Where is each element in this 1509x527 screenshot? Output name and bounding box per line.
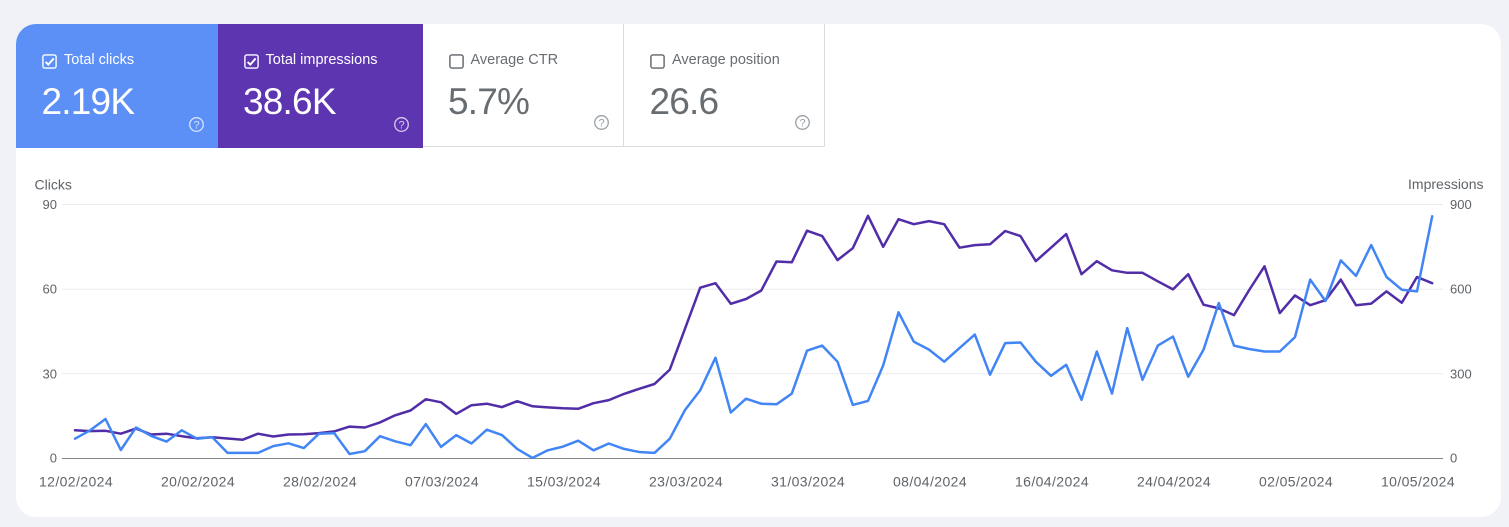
svg-text:10/05/2024: 10/05/2024 bbox=[1381, 474, 1455, 490]
svg-text:?: ? bbox=[193, 119, 199, 131]
svg-text:900: 900 bbox=[1450, 197, 1472, 212]
svg-text:28/02/2024: 28/02/2024 bbox=[283, 474, 357, 490]
svg-text:0: 0 bbox=[50, 451, 57, 466]
svg-text:20/02/2024: 20/02/2024 bbox=[161, 474, 235, 490]
svg-text:?: ? bbox=[599, 117, 605, 129]
svg-text:?: ? bbox=[398, 119, 404, 131]
svg-text:Clicks: Clicks bbox=[35, 177, 72, 193]
svg-text:23/03/2024: 23/03/2024 bbox=[649, 474, 723, 490]
svg-text:24/04/2024: 24/04/2024 bbox=[1137, 474, 1211, 490]
svg-text:0: 0 bbox=[1450, 451, 1457, 466]
svg-text:90: 90 bbox=[43, 197, 57, 212]
svg-text:31/03/2024: 31/03/2024 bbox=[771, 474, 845, 490]
svg-text:600: 600 bbox=[1450, 282, 1472, 297]
svg-text:30: 30 bbox=[43, 366, 57, 381]
svg-text:16/04/2024: 16/04/2024 bbox=[1015, 474, 1089, 490]
svg-text:08/04/2024: 08/04/2024 bbox=[893, 474, 967, 490]
svg-text:60: 60 bbox=[43, 282, 57, 297]
svg-text:300: 300 bbox=[1450, 366, 1472, 381]
svg-text:02/05/2024: 02/05/2024 bbox=[1259, 474, 1333, 490]
svg-text:07/03/2024: 07/03/2024 bbox=[405, 474, 479, 490]
svg-text:?: ? bbox=[800, 117, 806, 129]
svg-text:Impressions: Impressions bbox=[1408, 176, 1483, 192]
svg-text:15/03/2024: 15/03/2024 bbox=[527, 474, 601, 490]
svg-text:12/02/2024: 12/02/2024 bbox=[39, 474, 113, 490]
